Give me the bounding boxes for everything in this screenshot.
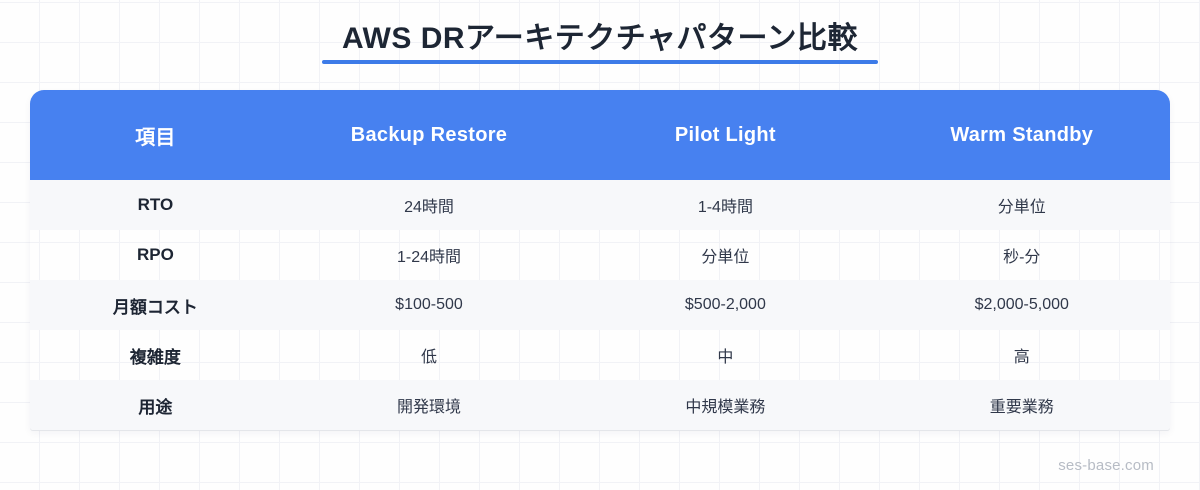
row-label: 用途	[138, 397, 173, 417]
table-row: RPO 1-24時間 分単位 秒-分	[30, 230, 1170, 280]
table-header-item: 項目	[135, 126, 176, 149]
row-label: 複雑度	[129, 347, 181, 367]
title-block: AWS DRアーキテクチャパターン比較	[0, 0, 1200, 64]
row-value: 1-24時間	[396, 249, 461, 266]
table-body: RTO 24時間 1-4時間 分単位 RPO 1-24時間 分単位 秒-分 月額…	[30, 180, 1170, 430]
row-value: 分単位	[997, 199, 1046, 216]
comparison-table: 項目 Backup Restore Pilot Light Warm Stand…	[30, 90, 1170, 430]
page-title: AWS DRアーキテクチャパターン比較	[342, 22, 858, 55]
row-value: 中規模業務	[685, 399, 766, 416]
table-header-warm-standby: Warm Standby	[950, 123, 1094, 146]
row-label: RPO	[136, 245, 174, 264]
table-row: 複雑度 低 中 高	[30, 330, 1170, 380]
row-label: RTO	[137, 195, 174, 214]
watermark: ses-base.com	[1058, 457, 1154, 474]
row-value: 開発環境	[396, 399, 461, 416]
title-underline	[322, 60, 878, 64]
table-row: 用途 開発環境 中規模業務 重要業務	[30, 380, 1170, 430]
table-header-pilot-light: Pilot Light	[674, 123, 776, 146]
row-value: 分単位	[701, 249, 750, 266]
row-value: $500-2,000	[684, 296, 766, 313]
table-header-backup-restore: Backup Restore	[350, 123, 508, 146]
row-value: 重要業務	[989, 399, 1054, 416]
row-value: 中	[717, 349, 734, 366]
row-value: 高	[1013, 349, 1030, 366]
row-label: 月額コスト	[112, 297, 198, 317]
row-value: 低	[420, 349, 437, 366]
row-value: 1-4時間	[697, 199, 753, 216]
table-row: 月額コスト $100-500 $500-2,000 $2,000-5,000	[30, 280, 1170, 330]
row-value: $2,000-5,000	[974, 296, 1069, 313]
row-value: 24時間	[404, 199, 454, 216]
table-row: RTO 24時間 1-4時間 分単位	[30, 180, 1170, 230]
table-header-row: 項目 Backup Restore Pilot Light Warm Stand…	[30, 90, 1170, 180]
row-value: 秒-分	[1003, 249, 1041, 266]
row-value: $100-500	[395, 296, 463, 313]
